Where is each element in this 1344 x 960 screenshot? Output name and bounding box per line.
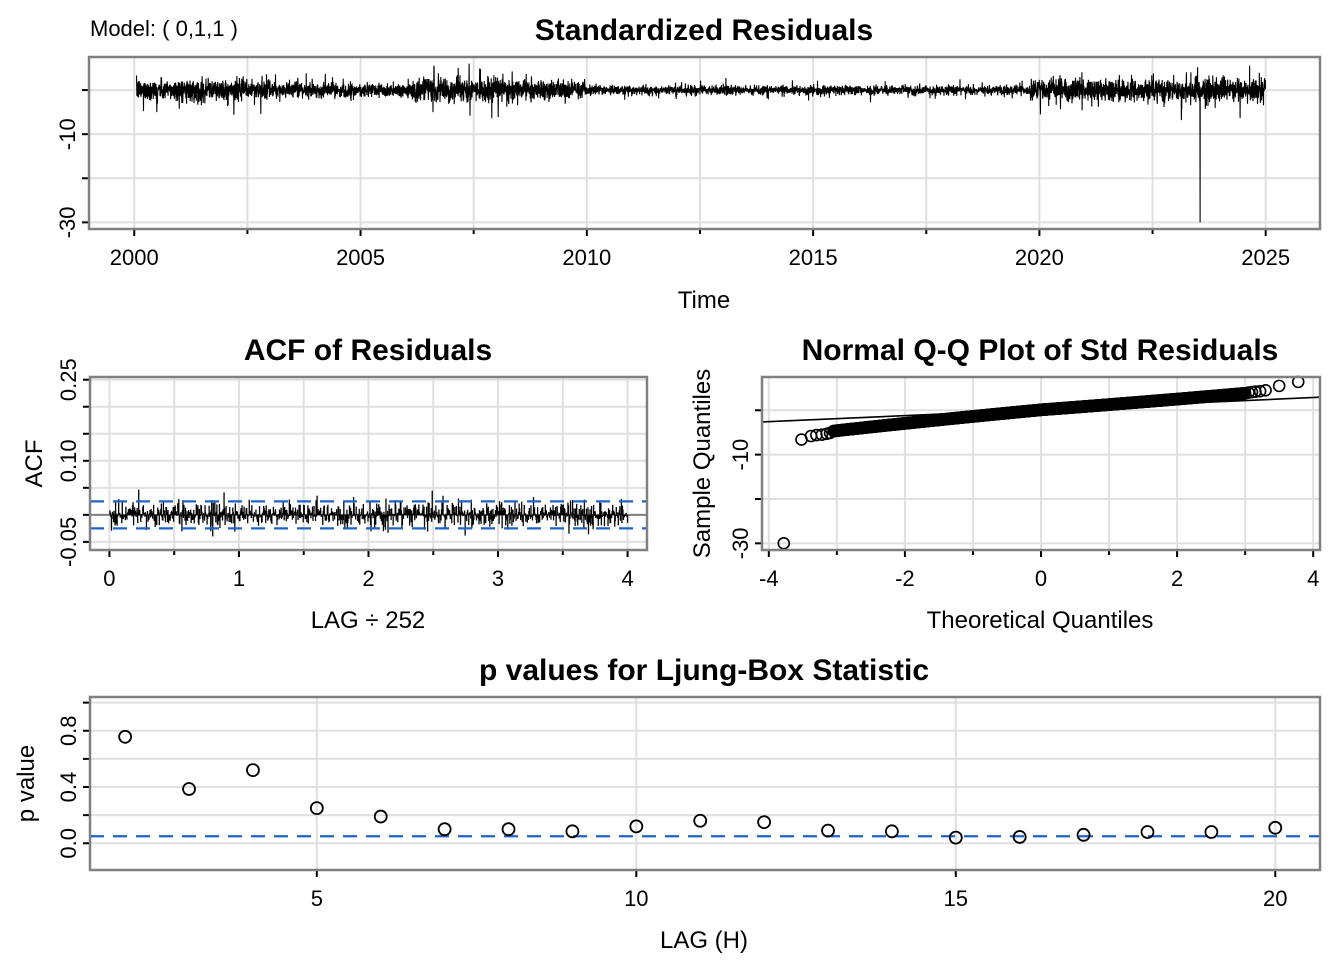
x-tick-label: 2005	[336, 245, 385, 270]
x-tick-label: 2015	[789, 245, 838, 270]
p-value-point	[118, 729, 133, 744]
x-tick-label: 1	[233, 566, 245, 591]
x-tick-label: -4	[759, 566, 779, 591]
y-tick-label: 0.10	[56, 439, 81, 482]
x-tick-label: -2	[895, 566, 915, 591]
qq-point	[823, 426, 837, 440]
p-value-point	[1076, 827, 1091, 842]
grid	[90, 377, 647, 550]
p-value-point	[373, 809, 388, 824]
x-tick-label: 2	[1171, 566, 1183, 591]
y-tick-label: -30	[728, 527, 753, 559]
qq-point	[1272, 379, 1286, 393]
y-axis-label: Sample Quantiles	[689, 369, 716, 558]
y-tick-label: -0.05	[56, 517, 81, 567]
p-value-point	[1268, 820, 1283, 835]
acf-panel: 0 1 2 3 4 0.25 0.10 -0.05 ACF of Residuals LAG ÷ …	[21, 334, 649, 634]
x-tick-label: 5	[311, 886, 323, 911]
qq-point	[1253, 384, 1267, 398]
std-residuals-panel: 2000 2005 2010 2015 2020 2025 -10 -30 Standardiz…	[55, 14, 1322, 314]
qq-point	[815, 428, 829, 441]
x-axis-label: Time	[678, 287, 730, 314]
qq-panel: -4 -2 0 2 4 -10 -30 Normal Q-Q Plot of Std Resi…	[689, 334, 1322, 634]
y-tick-label: -30	[55, 206, 80, 238]
x-tick-label: 2020	[1015, 245, 1064, 270]
p-value-point	[437, 822, 452, 837]
x-tick-label: 3	[492, 566, 504, 591]
plot-frame	[760, 375, 1322, 552]
plot-frame	[87, 55, 1322, 231]
x-tick-label: 10	[624, 886, 648, 911]
p-value-point	[693, 813, 708, 828]
p-value-point	[1204, 825, 1219, 839]
chart-title: p values for Ljung-Box Statistic	[479, 654, 929, 687]
residual-series-line	[135, 63, 1267, 223]
p-value-point	[182, 782, 196, 796]
p-value-point	[948, 830, 963, 845]
y-axis-label: p value	[13, 745, 40, 822]
x-tick-label: 15	[944, 886, 968, 911]
qq-reference-line	[761, 396, 1321, 423]
y-tick-label: -10	[55, 118, 80, 150]
y-tick-label: 0.25	[56, 358, 81, 401]
p-value-point	[1140, 825, 1155, 839]
plot-frame	[88, 695, 1322, 872]
p-value-point	[501, 822, 516, 837]
x-tick-label: 4	[621, 566, 633, 591]
p-value-point	[629, 819, 644, 834]
y-tick-label: -10	[728, 439, 753, 471]
p-value-point	[1012, 830, 1027, 844]
y-tick-label: 0.0	[56, 828, 81, 859]
y-tick-label: 0.4	[56, 772, 81, 803]
grid	[762, 377, 1320, 550]
model-label: Model: ( 0,1,1 )	[90, 16, 238, 41]
p-value-point	[565, 824, 580, 839]
p-value-point	[309, 801, 324, 816]
x-axis-label: Theoretical Quantiles	[927, 607, 1154, 634]
x-tick-label: 20	[1263, 886, 1287, 911]
grid	[90, 697, 1320, 870]
x-axis-label: LAG (H)	[660, 927, 748, 954]
chart-title: Normal Q-Q Plot of Std Residuals	[802, 334, 1279, 367]
plot-frame	[88, 375, 649, 552]
p-value-point	[246, 763, 260, 778]
y-tick-label: 0.8	[56, 715, 81, 746]
ljung-box-panel: 5 10 15 20 0.0 0.4 0.8 p values for Ljung-Box S…	[13, 654, 1322, 954]
p-value-point	[821, 823, 835, 838]
p-value-points	[118, 729, 1283, 845]
chart-title: Standardized Residuals	[535, 14, 873, 47]
x-tick-label: 0	[103, 566, 115, 591]
x-tick-label: 2000	[110, 245, 159, 270]
acf-bars	[109, 489, 629, 537]
x-axis-label: LAG ÷ 252	[311, 607, 426, 634]
y-axis-label: ACF	[21, 440, 48, 488]
p-value-point	[884, 824, 899, 839]
x-tick-label: 4	[1307, 566, 1319, 591]
x-tick-label: 2010	[562, 245, 611, 270]
p-value-point	[757, 815, 772, 830]
x-tick-label: 2025	[1241, 245, 1290, 270]
x-tick-label: 2	[362, 566, 374, 591]
x-tick-label: 0	[1035, 566, 1047, 591]
chart-title: ACF of Residuals	[244, 334, 492, 367]
qq-point	[1259, 384, 1272, 397]
